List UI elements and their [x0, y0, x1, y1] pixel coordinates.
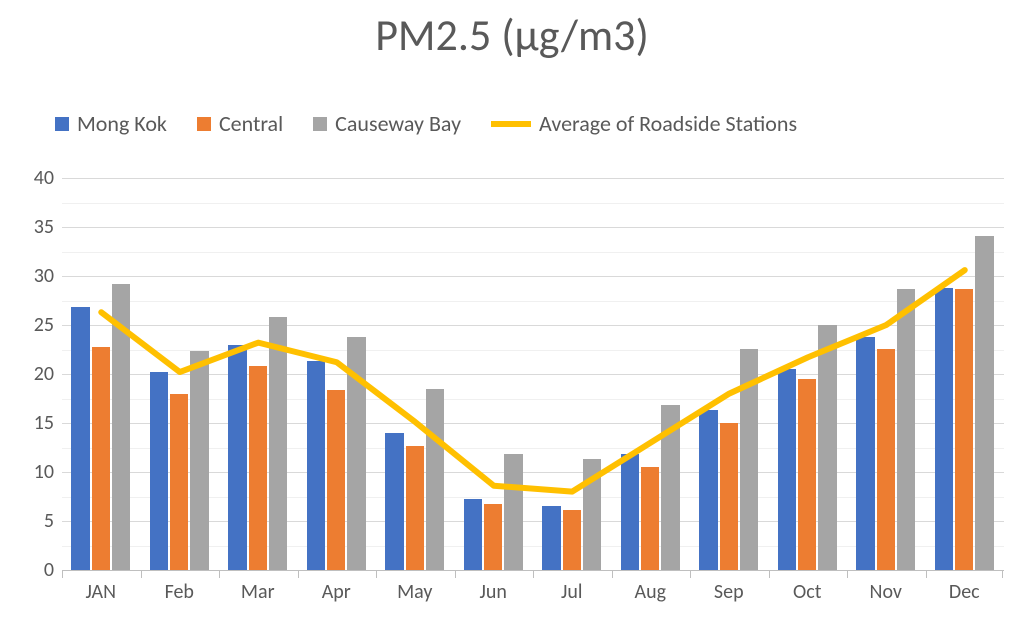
x-axis-label: Jul [533, 570, 611, 604]
y-axis-label: 20 [10, 362, 62, 386]
x-axis-label: Feb [141, 570, 219, 604]
legend: Mong Kok Central Causeway Bay Average of Ro… [55, 110, 1004, 137]
plot-area: 0510152025303540 JANFebMarAprMayJunJulAu… [62, 178, 1004, 570]
x-axis-label: Nov [847, 570, 925, 604]
x-axis-label: Dec [926, 570, 1004, 604]
x-axis-label: JAN [62, 570, 140, 604]
line-layer [62, 178, 1004, 570]
chart-title: PM2.5 (μg/m3) [0, 8, 1024, 62]
x-axis-label: Oct [769, 570, 847, 604]
x-axis-label: May [376, 570, 454, 604]
legend-swatch [197, 117, 211, 131]
y-axis-label: 25 [10, 313, 62, 337]
legend-label: Causeway Bay [335, 110, 461, 137]
legend-item: Causeway Bay [313, 110, 461, 137]
legend-swatch [55, 117, 69, 131]
y-axis-label: 30 [10, 264, 62, 288]
legend-swatch [491, 121, 531, 127]
legend-swatch [313, 117, 327, 131]
chart-container: PM2.5 (μg/m3) Mong Kok Central Causeway Ba… [0, 0, 1024, 623]
x-axis-label: Apr [298, 570, 376, 604]
x-axis-label: Mar [219, 570, 297, 604]
y-axis-label: 5 [10, 509, 62, 533]
y-axis-label: 10 [10, 460, 62, 484]
legend-label: Mong Kok [77, 110, 167, 137]
legend-label: Central [219, 110, 283, 137]
avg-line [101, 270, 964, 491]
legend-item: Central [197, 110, 283, 137]
y-axis-label: 35 [10, 215, 62, 239]
legend-label: Average of Roadside Stations [539, 110, 797, 137]
y-axis-label: 40 [10, 166, 62, 190]
x-axis-label: Aug [612, 570, 690, 604]
legend-item: Mong Kok [55, 110, 167, 137]
x-axis-label: Jun [455, 570, 533, 604]
y-axis-label: 15 [10, 411, 62, 435]
legend-item: Average of Roadside Stations [491, 110, 797, 137]
x-axis-label: Sep [690, 570, 768, 604]
y-axis-label: 0 [10, 558, 62, 582]
